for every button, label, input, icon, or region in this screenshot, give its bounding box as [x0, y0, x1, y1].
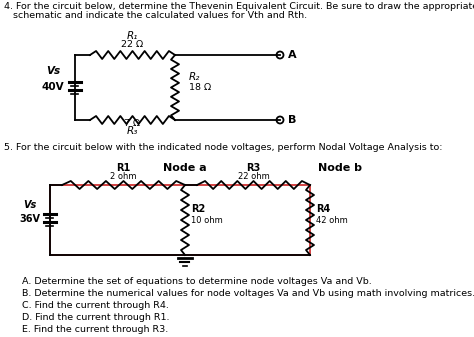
Text: R₂: R₂: [189, 72, 201, 83]
Text: 36V: 36V: [19, 214, 40, 224]
Text: 22 Ω: 22 Ω: [121, 40, 144, 49]
Text: Vs: Vs: [46, 65, 60, 75]
Text: schematic and indicate the calculated values for Vth and Rth.: schematic and indicate the calculated va…: [4, 11, 307, 20]
Text: R2: R2: [191, 204, 205, 214]
Text: B: B: [288, 115, 296, 125]
Text: R₃: R₃: [127, 126, 138, 136]
Text: B. Determine the numerical values for node voltages Va and Vb using math involvi: B. Determine the numerical values for no…: [22, 289, 474, 298]
Text: 4. For the circuit below, determine the Thevenin Equivalent Circuit. Be sure to : 4. For the circuit below, determine the …: [4, 2, 474, 11]
Text: R4: R4: [316, 204, 330, 214]
Text: R3: R3: [246, 163, 261, 173]
Text: 2 ohm: 2 ohm: [110, 172, 137, 181]
Text: C. Find the current through R4.: C. Find the current through R4.: [22, 301, 169, 310]
Text: E. Find the current through R3.: E. Find the current through R3.: [22, 325, 168, 334]
Text: Node a: Node a: [163, 163, 207, 173]
Text: 5. For the circuit below with the indicated node voltages, perform Nodal Voltage: 5. For the circuit below with the indica…: [4, 143, 443, 152]
Text: A. Determine the set of equations to determine node voltages Va and Vb.: A. Determine the set of equations to det…: [22, 277, 372, 286]
Text: A: A: [288, 50, 297, 60]
Text: 42 ohm: 42 ohm: [316, 216, 348, 225]
Text: Node b: Node b: [318, 163, 362, 173]
Text: D. Find the current through R1.: D. Find the current through R1.: [22, 313, 170, 322]
Text: 7 Ω: 7 Ω: [124, 119, 141, 128]
Text: R1: R1: [117, 163, 131, 173]
Text: 10 ohm: 10 ohm: [191, 216, 223, 225]
Text: 22 ohm: 22 ohm: [237, 172, 269, 181]
Text: 40V: 40V: [42, 82, 64, 92]
Text: 18 Ω: 18 Ω: [189, 84, 211, 92]
Bar: [50, 185, 310, 255]
Text: R₁: R₁: [127, 31, 138, 41]
Text: Vs: Vs: [23, 200, 36, 210]
